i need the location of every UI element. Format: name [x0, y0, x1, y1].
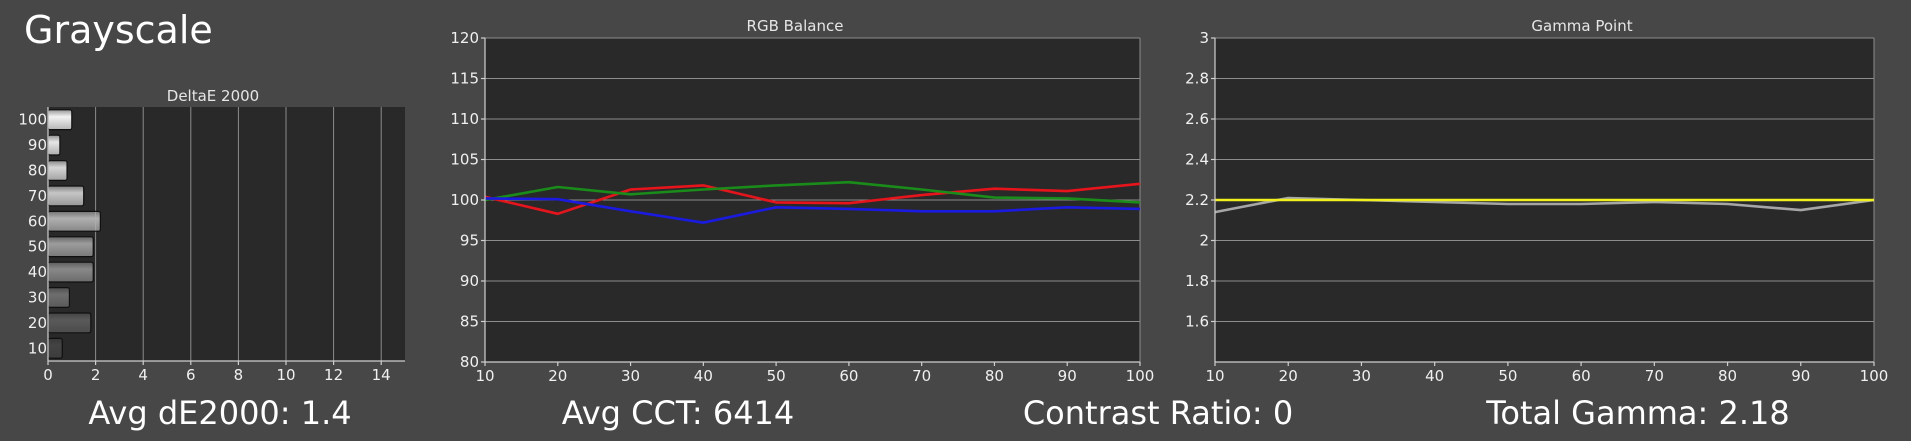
rgb-balance-series-line-1: [484, 182, 1141, 216]
rgb-balance-x-tick-label: 30: [621, 367, 640, 385]
deltae-bar: [47, 159, 68, 182]
rgb-balance-x-tick-label: 40: [694, 367, 713, 385]
rgb-balance-x-tick-label: 90: [1058, 367, 1077, 385]
gamma-point-x-tick-label: 10: [1205, 367, 1224, 385]
gamma-point-series-line-1: [1214, 196, 1875, 214]
gamma-point-x-tick-label: 90: [1791, 367, 1810, 385]
gamma-point-y-tick-label: 2.8: [1185, 70, 1209, 88]
deltae-y-tick-label: 20: [28, 314, 47, 332]
deltae-x-tick-label: 14: [372, 366, 391, 384]
page-title: Grayscale: [24, 8, 213, 52]
rgb-balance-series-line-2: [484, 180, 1141, 204]
deltae-y-tick-label: 10: [28, 339, 47, 357]
deltae-y-tick-label: 80: [28, 162, 47, 180]
gamma-point-x-tick-label: 60: [1572, 367, 1591, 385]
rgb-balance-y-tick-label: 80: [460, 353, 479, 371]
deltae-y-tick-label: 90: [28, 136, 47, 154]
rgb-balance-y-tick-label: 110: [450, 110, 479, 128]
deltae-x-tick-label: 8: [234, 366, 244, 384]
avg-cct-stat: Avg CCT: 6414: [561, 394, 795, 432]
deltae-y-tick-label: 50: [28, 238, 47, 256]
rgb-balance-x-tick-label: 50: [767, 367, 786, 385]
gamma-point-y-tick-label: 2: [1199, 232, 1209, 250]
avg-de-stat: Avg dE2000: 1.4: [88, 394, 352, 432]
deltae-bar: [47, 286, 71, 309]
rgb-balance-x-tick-label: 80: [985, 367, 1004, 385]
gamma-point-x-tick-label: 40: [1425, 367, 1444, 385]
deltae-y-tick-label: 40: [28, 263, 47, 281]
deltae-bar: [47, 312, 92, 334]
deltae-x-tick-label: 4: [138, 366, 148, 384]
deltae-bar: [47, 210, 101, 232]
deltae-y-tick-label: 30: [28, 289, 47, 307]
gamma-point-x-tick-label: 100: [1860, 367, 1889, 385]
rgb-balance-x-tick-label: 70: [912, 367, 931, 385]
rgb-balance-y-tick-label: 120: [450, 29, 479, 47]
deltae-bar: [47, 337, 63, 359]
rgb-balance-x-tick-label: 60: [839, 367, 858, 385]
deltae-bar: [47, 134, 61, 156]
rgb-balance-x-tick-label: 10: [475, 367, 494, 385]
contrast-ratio-stat: Contrast Ratio: 0: [1022, 394, 1294, 432]
deltae-x-tick-label: 10: [276, 366, 295, 384]
deltae-y-tick-label: 60: [28, 212, 47, 230]
gamma-point-x-tick-label: 50: [1498, 367, 1517, 385]
deltae-bar: [47, 109, 73, 131]
deltae-y-tick-label: 100: [18, 111, 47, 129]
rgb-balance-y-tick-label: 90: [460, 272, 479, 290]
gamma-point-x-tick-label: 30: [1352, 367, 1371, 385]
deltae-bar: [47, 185, 85, 207]
gamma-point-plot-area: [1215, 38, 1874, 362]
rgb-balance-x-tick-label: 100: [1126, 367, 1155, 385]
rgb-balance-y-tick-label: 105: [450, 151, 479, 169]
rgb-balance-series-line-3: [484, 197, 1141, 224]
gamma-point-y-tick-label: 1.6: [1185, 313, 1209, 331]
deltae-x-tick-label: 6: [186, 366, 196, 384]
deltae-bar: [47, 236, 94, 258]
total-gamma-stat: Total Gamma: 2.18: [1486, 394, 1790, 432]
gamma-point-y-tick-label: 1.8: [1185, 272, 1209, 290]
deltae-x-tick-label: 2: [91, 366, 101, 384]
rgb-balance-y-tick-label: 95: [460, 232, 479, 250]
gamma-point-y-tick-label: 2.4: [1185, 151, 1209, 169]
gamma-point-x-tick-label: 80: [1718, 367, 1737, 385]
rgb-balance-chart-title: RGB Balance: [747, 17, 844, 35]
gamma-point-y-tick-label: 2.2: [1185, 191, 1209, 209]
rgb-balance-y-tick-label: 115: [450, 70, 479, 88]
deltae-x-tick-label: 12: [324, 366, 343, 384]
deltae-plot-area: [48, 107, 405, 361]
gamma-point-chart-title: Gamma Point: [1531, 17, 1632, 35]
deltae-y-tick-label: 70: [28, 187, 47, 205]
rgb-balance-y-tick-label: 85: [460, 313, 479, 331]
rgb-balance-y-tick-label: 100: [450, 191, 479, 209]
deltae-chart-title: DeltaE 2000: [167, 87, 259, 105]
rgb-balance-x-tick-label: 20: [548, 367, 567, 385]
gamma-point-x-tick-label: 70: [1645, 367, 1664, 385]
deltae-x-tick-label: 0: [43, 366, 53, 384]
rgb-balance-plot-area: [485, 38, 1140, 362]
gamma-point-y-tick-label: 3: [1199, 29, 1209, 47]
gamma-point-y-tick-label: 2.6: [1185, 110, 1209, 128]
deltae-bar: [47, 261, 94, 283]
gamma-point-x-tick-label: 20: [1279, 367, 1298, 385]
